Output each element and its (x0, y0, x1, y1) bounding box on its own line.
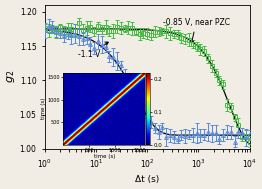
Text: -0.85 V, near PZC: -0.85 V, near PZC (163, 18, 230, 44)
Y-axis label: $g_2$: $g_2$ (5, 70, 17, 84)
X-axis label: Δt (s): Δt (s) (135, 175, 159, 184)
Text: -1.1 V: -1.1 V (78, 43, 108, 59)
